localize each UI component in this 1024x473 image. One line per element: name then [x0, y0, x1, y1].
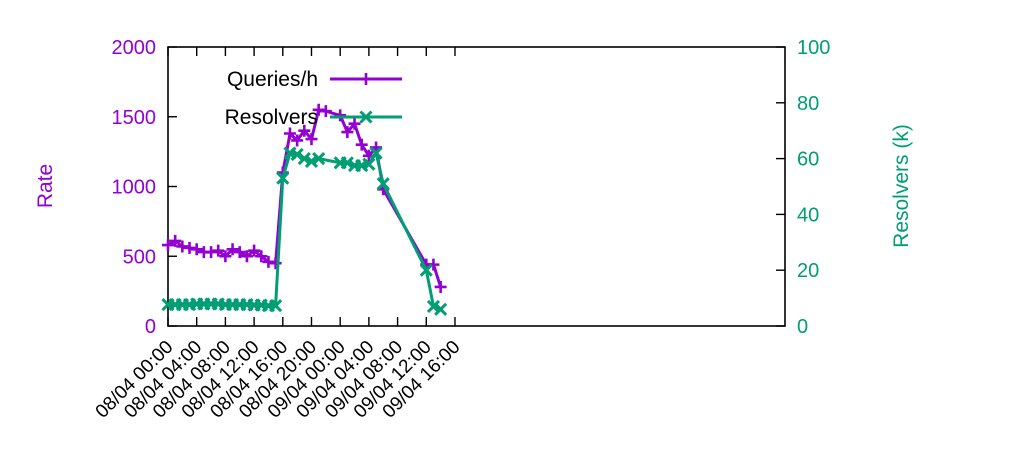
- data-point-marker: [183, 241, 196, 254]
- data-point-marker: [190, 243, 203, 256]
- y2-tick-label: 0: [797, 316, 808, 338]
- data-point-marker: [426, 299, 441, 314]
- y2-tick-label: 60: [797, 149, 819, 171]
- series-queries: [162, 103, 447, 293]
- data-point-marker: [262, 255, 275, 268]
- data-point-marker: [219, 250, 232, 263]
- y2-tick-label: 20: [797, 260, 819, 282]
- y-tick-label: 2000: [112, 37, 157, 59]
- series-resolvers: [161, 146, 448, 316]
- data-point-marker: [283, 127, 296, 140]
- data-point-marker: [319, 105, 332, 118]
- data-point-marker: [212, 244, 225, 257]
- series-layer: [161, 103, 448, 316]
- legend-label: Queries/h: [227, 68, 318, 91]
- y-tick-label: 1000: [112, 177, 157, 199]
- right-axis-ticks: 0 20 40 60 80 100: [776, 37, 830, 338]
- legend-label: Resolvers: [225, 106, 318, 129]
- y2-axis-label: Resolvers (k): [890, 124, 913, 248]
- data-point-marker: [340, 156, 354, 170]
- data-point-marker: [419, 263, 433, 277]
- y2-tick-label: 100: [797, 37, 830, 59]
- data-point-marker: [305, 133, 318, 146]
- data-point-marker: [297, 152, 311, 166]
- data-point-marker: [355, 138, 368, 151]
- data-point-marker: [169, 234, 182, 247]
- data-point-marker: [304, 154, 319, 168]
- data-point-marker: [376, 177, 390, 191]
- data-point-marker: [434, 280, 447, 293]
- y-tick-label: 500: [123, 246, 156, 268]
- data-point-marker: [312, 152, 326, 166]
- data-point-marker: [276, 171, 290, 185]
- data-point-marker: [291, 134, 304, 147]
- data-point-marker: [176, 240, 189, 253]
- data-point-marker: [290, 147, 304, 161]
- data-point-marker: [269, 299, 283, 313]
- data-point-marker: [341, 126, 354, 139]
- data-point-marker: [348, 117, 361, 130]
- data-point-marker: [434, 302, 448, 316]
- data-point-marker: [162, 239, 174, 252]
- legend-marker: [360, 73, 372, 85]
- data-point-marker: [205, 246, 218, 259]
- series-line: [168, 151, 442, 311]
- left-axis-ticks: 0 500 1000 1500 2000: [112, 37, 177, 338]
- data-point-marker: [226, 243, 239, 256]
- legend: Queries/h Resolvers: [225, 68, 402, 129]
- y2-tick-label: 80: [797, 93, 819, 115]
- data-point-marker: [334, 109, 347, 122]
- data-point-marker: [369, 146, 383, 160]
- data-point-marker: [298, 124, 311, 137]
- data-point-marker: [240, 250, 253, 263]
- data-point-marker: [362, 157, 376, 171]
- data-point-marker: [233, 246, 246, 259]
- data-point-marker: [427, 258, 440, 271]
- data-point-marker: [269, 257, 282, 270]
- y-axis-label: Rate: [34, 164, 57, 208]
- data-point-marker: [248, 244, 261, 257]
- y2-tick-label: 40: [797, 204, 819, 226]
- legend-marker: [359, 110, 373, 124]
- y-tick-label: 1500: [112, 107, 157, 129]
- data-point-marker: [255, 250, 268, 263]
- data-point-marker: [312, 103, 325, 116]
- y-tick-label: 0: [145, 316, 156, 338]
